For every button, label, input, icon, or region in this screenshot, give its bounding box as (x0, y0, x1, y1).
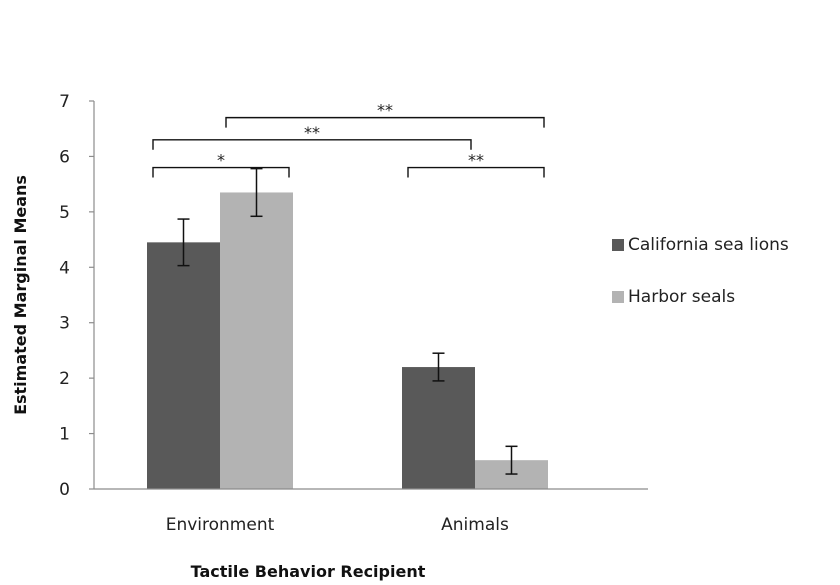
bar-environment-harbor-seals (220, 192, 293, 489)
significance-label: ** (377, 101, 393, 120)
legend-label: Harbor seals (628, 287, 735, 307)
y-tick-label: 4 (59, 258, 70, 278)
x-tick-label: Environment (166, 515, 275, 535)
bar-animals-sea-lions (402, 367, 475, 489)
y-tick-label: 5 (59, 203, 70, 223)
significance-label: ** (304, 123, 320, 142)
significance-label: ** (468, 151, 484, 170)
legend-swatch (612, 239, 624, 251)
bars-layer (147, 192, 548, 489)
significance-bracket (225, 116, 545, 128)
y-axis-title: Estimated Marginal Means (11, 175, 30, 415)
legend: California sea lions Harbor seals (612, 235, 789, 307)
x-axis-title: Tactile Behavior Recipient (191, 562, 426, 581)
y-tick-label: 2 (59, 369, 70, 389)
error-bars-layer (177, 167, 518, 475)
significance-bracket (152, 166, 290, 178)
axes-layer: 0 1 2 3 4 5 6 7 Environment Animals (59, 92, 648, 535)
legend-label: California sea lions (628, 235, 789, 255)
y-tick-label: 7 (59, 92, 70, 112)
bar-environment-sea-lions (147, 242, 220, 489)
significance-label: * (217, 151, 225, 170)
y-tick-label: 6 (59, 147, 70, 167)
y-tick-label: 3 (59, 314, 70, 334)
legend-swatch (612, 291, 624, 303)
significance-layer: ******* (152, 101, 545, 178)
y-tick-label: 1 (59, 425, 70, 445)
significance-bracket (407, 166, 545, 178)
significance-bracket (152, 139, 472, 150)
x-tick-label: Animals (441, 515, 509, 535)
y-tick-label: 0 (59, 480, 70, 500)
